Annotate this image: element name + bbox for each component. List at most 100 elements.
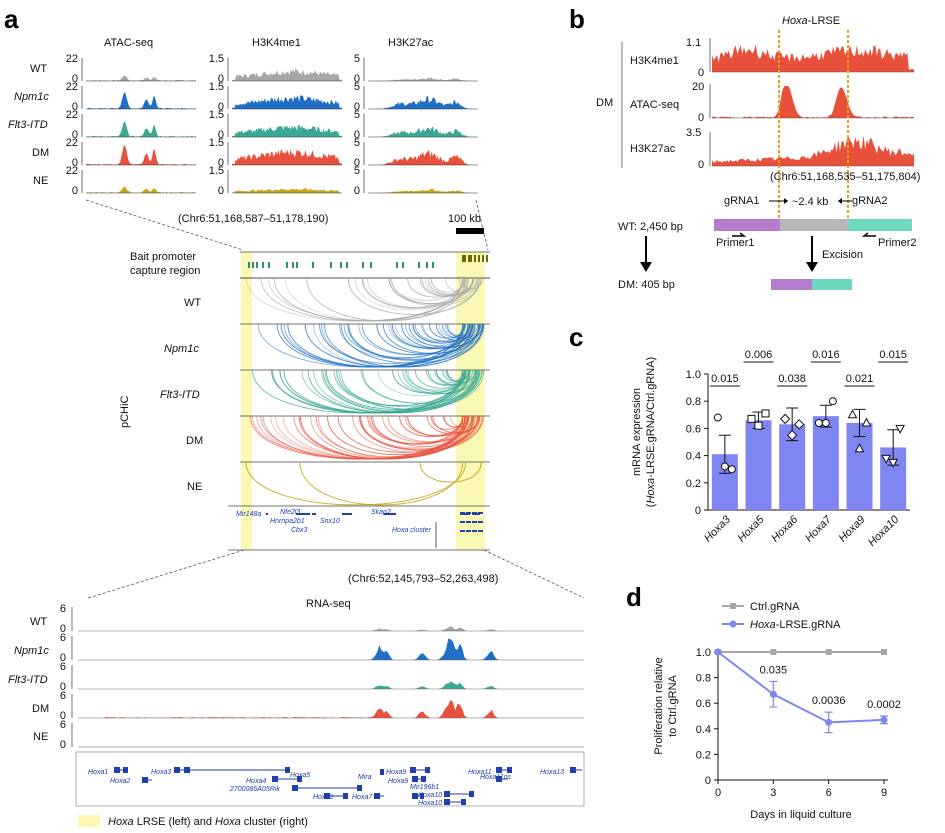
pchic-arc-wt (444, 277, 482, 293)
highlight-lrse (241, 252, 252, 550)
pvalue-Hoxa5: 0.006 (745, 349, 773, 361)
hoxa-exon (425, 767, 430, 773)
wt-dm-arrowhead (640, 262, 652, 272)
d-xtick-label: 0 (715, 787, 721, 799)
pchic-arc-flt3 (271, 369, 466, 414)
series-line-1 (717, 651, 885, 724)
pchic-arc-npm1c (438, 323, 472, 338)
pchic-arc-npm1c (408, 323, 483, 348)
b-scale-h3k27ac-top: 3.5 (686, 127, 701, 139)
chip-signal-dm-atac (86, 145, 196, 165)
d-ytick-label: 1.0 (696, 647, 711, 659)
series-point-lrse (769, 690, 777, 698)
chip-signal-ne-h3k27ac (368, 188, 478, 193)
bait-mark (402, 262, 404, 268)
primer2-label: Primer2 (878, 237, 917, 249)
chip-signal-ne-h3k4me1 (232, 188, 342, 193)
pchic-arc-npm1c (283, 323, 469, 368)
scale-bottom-npm1c-h3k27ac: 0 (354, 101, 360, 113)
pvalue-Hoxa3: 0.015 (711, 373, 739, 385)
panel-b-title-lrse: -LRSE (808, 15, 840, 27)
xlabel-Hoxa9: Hoxa9 (837, 514, 868, 545)
series-point-lrse (714, 648, 722, 656)
legend-label-lrse: Hoxa-LRSE.gRNA (750, 619, 841, 631)
pchic-arc-dm (382, 415, 473, 443)
dm-seg-teal (812, 279, 852, 290)
pchic-arc-dm (387, 415, 474, 443)
pchic-arc-npm1c (447, 323, 475, 337)
gene-2700086a05rik: 2700086A05Rik (229, 786, 280, 793)
scale-top-ne-atac: 22 (66, 165, 78, 177)
d-pvalue: 0.0002 (867, 699, 901, 711)
bait-mark (252, 262, 254, 268)
chip-signal-ne-atac (86, 186, 196, 193)
dm-label: DM: 405 bp (618, 279, 675, 291)
bait-mark (432, 262, 434, 268)
pchic-arc-wt (407, 277, 466, 298)
hoxa-exon (357, 785, 362, 791)
d-ytick-label: 0.4 (696, 724, 711, 736)
series-point-ctrl (825, 649, 832, 655)
hoxa-cluster-mark (466, 512, 471, 514)
rna-row-npm1c: Npm1c (14, 645, 49, 657)
gene-hoxa7: Hoxa7 (352, 794, 373, 801)
bait-mark (248, 262, 250, 268)
pchic-arc-flt3 (445, 369, 471, 382)
hoxa-exon (123, 767, 128, 773)
bait-mark (396, 262, 398, 268)
scale-bottom-wt-atac: 0 (72, 73, 78, 85)
d-xtick-label: 6 (826, 787, 832, 799)
c-ylabel-2: (Hoxa-LRSE.gRNA/Ctrl.gRNA) (645, 357, 657, 507)
gene-hoxa6: Hoxa6 (313, 794, 333, 801)
bait-mark (262, 262, 264, 268)
hoxa-exon (114, 767, 120, 773)
pvalue-Hoxa9: 0.021 (846, 373, 874, 385)
point-Hoxa7 (828, 397, 837, 406)
bait-mark (312, 262, 314, 268)
bait-mark (478, 255, 480, 262)
scale-top-wt-atac: 22 (66, 53, 78, 65)
scale-bottom-npm1c-h3k4me1: 0 (218, 101, 224, 113)
b-scale-h3k27ac-bottom: 0 (698, 159, 704, 171)
panel-label-d: d (626, 582, 642, 612)
panel-b: Hoxa-LRSE DM H3K4me1 ATAC-seq H3K27ac 1.… (596, 15, 920, 291)
chip-signal-npm1c-h3k4me1 (232, 94, 342, 109)
pchic-arc-tracks (240, 277, 490, 506)
hoxa-exon (461, 799, 466, 805)
c-ytick-label: 0.6 (686, 423, 701, 435)
hoxa-cluster-mark (460, 521, 465, 523)
point-Hoxa10 (881, 454, 892, 464)
hoxa-exon (496, 767, 502, 773)
bar-Hoxa9 (846, 422, 873, 510)
rna-signal-wt (78, 626, 584, 631)
hoxa-exon (184, 767, 190, 773)
legend-hoxa-2: Hoxa (215, 816, 241, 828)
panel-label-b: b (569, 4, 585, 34)
pchic-arc-wt (306, 277, 466, 322)
scale-bottom-wt-h3k4me1: 0 (218, 73, 224, 85)
pchic-row-wt: WT (184, 297, 201, 309)
b-scale-atac-bottom: 0 (698, 112, 704, 124)
bait-mark (346, 262, 348, 268)
rna-row-ne: NE (33, 731, 48, 743)
chip-signal-wt-atac (86, 75, 196, 81)
excision-label: Excision (822, 249, 863, 261)
mid-gene-mark (312, 513, 316, 515)
gene-hoxa10-a: Hoxa10 (418, 792, 442, 799)
gene-hoxa3: Hoxa3 (151, 769, 171, 776)
gene-hoxa4: Hoxa4 (246, 778, 266, 785)
hoxa-exon (420, 793, 424, 799)
rna-signal-npm1c (78, 638, 584, 660)
bait-mark (268, 262, 270, 268)
panel-a-rnaseq: RNA-seq WT Npm1c Flt3-ITD DM NE 60606060… (8, 598, 585, 828)
pchic-arc-wt (362, 277, 469, 309)
gene-hoxa13: Hoxa13 (540, 769, 564, 776)
hoxa-exon (324, 793, 330, 799)
pchic-row-ne: NE (187, 481, 202, 493)
chip-signal-dm-h3k4me1 (232, 148, 342, 165)
scale-top-flt3-atac: 22 (66, 109, 78, 121)
scale-bottom-dm-h3k4me1: 0 (218, 157, 224, 169)
bait-mark (286, 262, 288, 268)
chip-signal-wt-h3k4me1 (232, 68, 342, 81)
